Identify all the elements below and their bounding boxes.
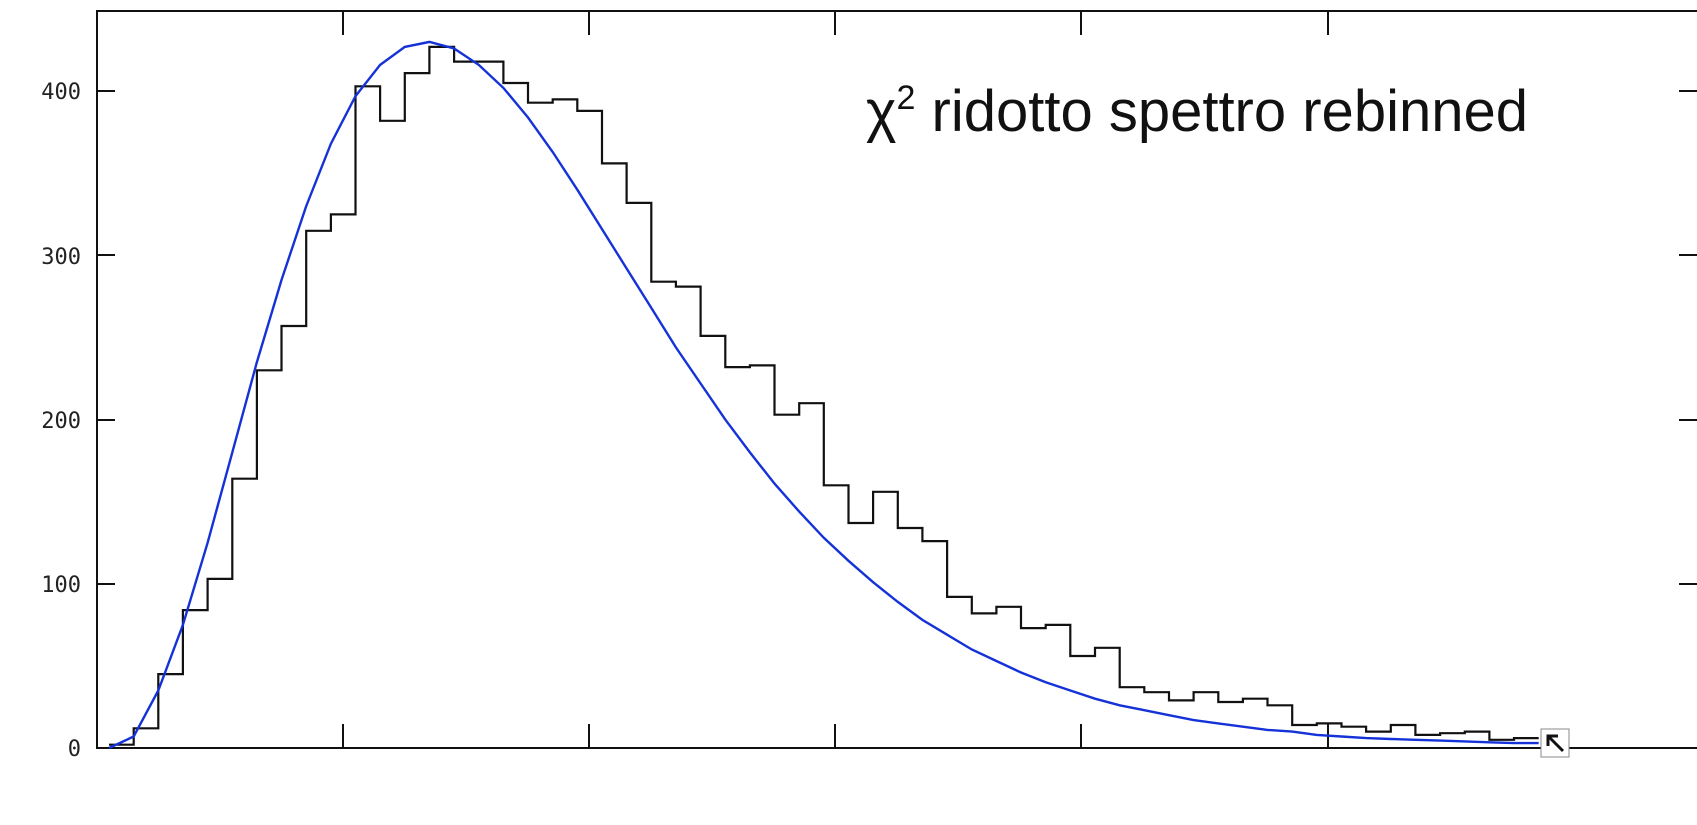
axis-ticks — [97, 11, 1697, 749]
fit-curve-series — [108, 40, 1539, 750]
annotation-text: ridotto spettro rebinned — [915, 79, 1528, 144]
annotation-superscript: 2 — [896, 79, 915, 117]
plot-frame — [96, 10, 1697, 749]
y-tick-labels: 0 100 200 300 400 — [41, 80, 81, 762]
y-tick-label: 0 — [68, 737, 81, 762]
y-tick-label: 400 — [41, 80, 81, 105]
histogram-series — [109, 45, 1539, 746]
y-tick-label: 300 — [41, 245, 81, 270]
resize-handle-icon[interactable] — [1540, 728, 1570, 758]
annotation-chi: χ — [866, 79, 896, 144]
y-tick-label: 200 — [41, 409, 81, 434]
plot-annotation: χ2 ridotto spettro rebinned — [866, 79, 1528, 144]
y-tick-label: 100 — [41, 573, 81, 598]
